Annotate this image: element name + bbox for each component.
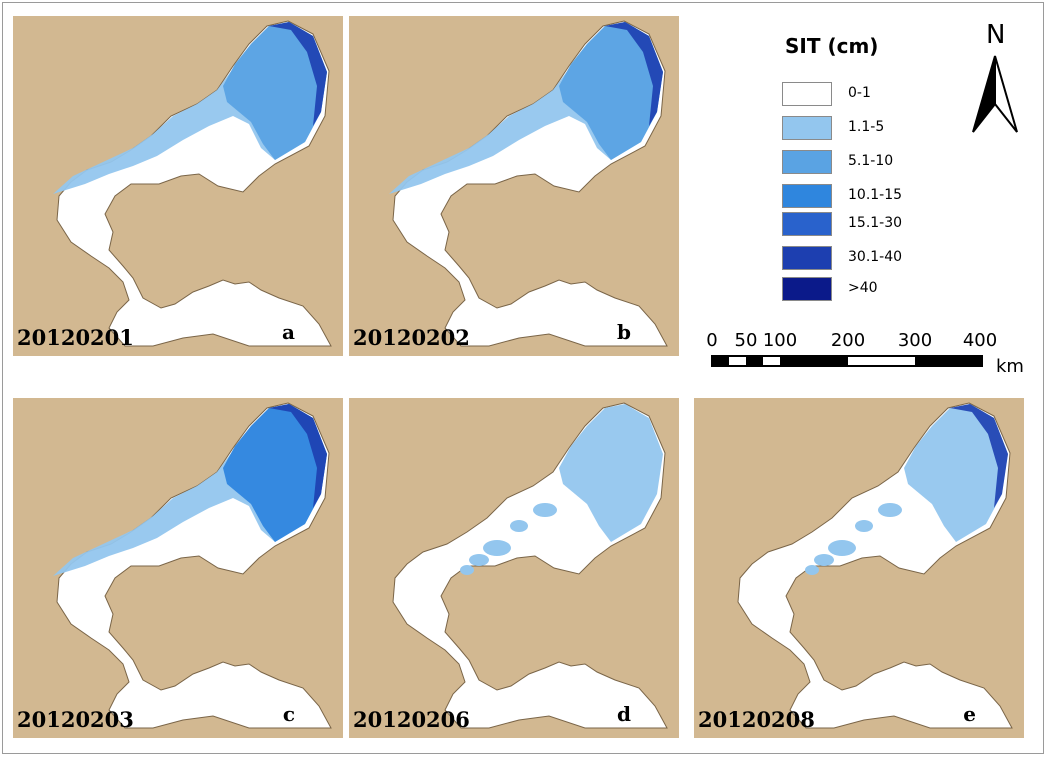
map-panel-c: 20120203 c [13,398,343,738]
scale-segment [915,356,982,366]
ice-patch [510,520,528,532]
ice-patch [878,503,902,517]
panel-letter: a [282,320,295,344]
sea-ice-map [13,16,343,356]
legend-label: 10.1-15 [848,187,903,203]
legend-label: 30.1-40 [848,249,903,265]
legend-item: 10.1-15 [782,184,982,208]
scale-segment [712,356,729,366]
legend-swatch [782,246,832,270]
ice-patch [469,554,489,566]
ice-patch [855,520,873,532]
map-panel-b: 20120202 b [349,16,679,356]
map-panel-e: 20120208 e [694,398,1024,738]
legend-label: >40 [848,280,878,296]
scale-tick-label: 300 [898,330,932,351]
scale-tick-label: 200 [831,330,865,351]
map-panel-d: 20120206 d [349,398,679,738]
scale-segment [746,356,763,366]
panel-letter: d [617,702,631,726]
ice-patch [483,540,511,556]
ice-bay [223,404,327,542]
legend-swatch [782,184,832,208]
panel-letter: c [282,702,295,726]
legend-item: 30.1-40 [782,246,982,270]
ice-patch [460,565,474,575]
scale-segment [780,356,848,366]
panel-date: 20120202 [353,325,470,350]
panel-letter: e [963,702,976,726]
legend-label: 0-1 [848,85,871,101]
ice-patch [805,565,819,575]
ice-patch [828,540,856,556]
panel-date: 20120206 [353,707,470,732]
legend-item: 0-1 [782,82,982,106]
scale-unit: km [996,356,1024,377]
scale-tick-label: 400 [963,330,997,351]
sea-ice-map [694,398,1024,738]
ice-edge [269,22,327,126]
legend-title: SIT (cm) [785,34,879,58]
ice-bay [223,22,327,160]
ice-patch [533,503,557,517]
ice-edge [269,404,327,508]
ice-bay [559,22,663,160]
sea-ice-map [349,398,679,738]
sea-ice-map [13,398,343,738]
north-arrow-icon [972,55,1018,133]
legend-label: 15.1-30 [848,215,903,231]
legend-label: 5.1-10 [848,153,894,169]
panel-date: 20120208 [698,707,815,732]
legend-item: >40 [782,277,982,301]
legend-label: 1.1-5 [848,119,885,135]
legend-swatch [782,116,832,140]
north-label: N [986,20,1006,50]
panel-date: 20120201 [17,325,134,350]
legend-swatch [782,277,832,301]
scale-tick-label: 50 [735,330,758,351]
legend-swatch [782,212,832,236]
panel-letter: b [617,320,631,344]
legend-item: 1.1-5 [782,116,982,140]
legend-item: 15.1-30 [782,212,982,236]
ice-bay [904,404,1008,542]
legend-swatch [782,82,832,106]
sea-ice-map [349,16,679,356]
legend-item: 5.1-10 [782,150,982,174]
scale-bar: 0 50 100 200 300 400 km [706,330,1024,377]
ice-edge [605,22,663,126]
legend-swatch [782,150,832,174]
panel-date: 20120203 [17,707,134,732]
ice-bay [559,404,663,542]
scale-tick-label: 0 [706,330,717,351]
ice-edge [950,404,1008,508]
map-panel-a: 20120201 a [13,16,343,356]
scale-tick-label: 100 [763,330,797,351]
ice-patch [814,554,834,566]
